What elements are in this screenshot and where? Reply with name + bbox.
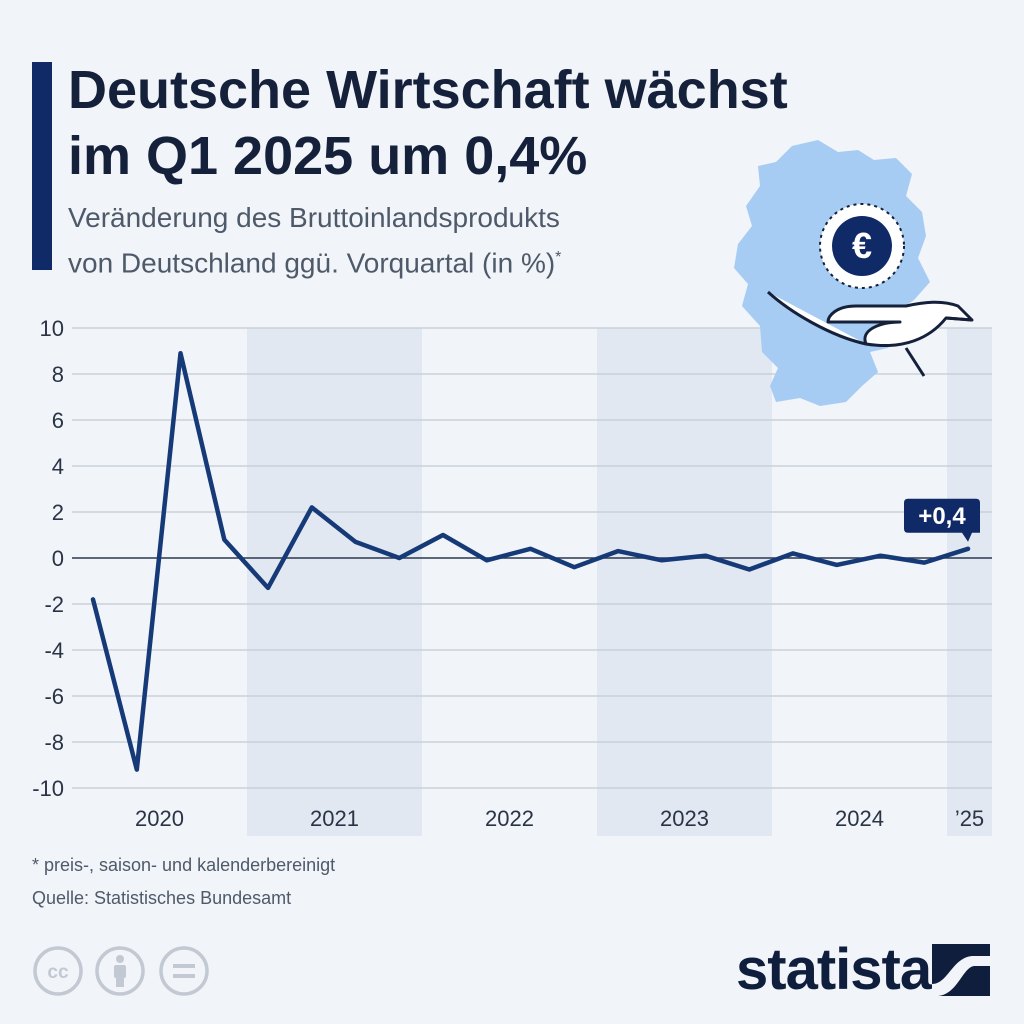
y-tick-label: 2 [52, 500, 64, 525]
license-icons: cc [33, 946, 209, 996]
y-tick-label: -4 [44, 638, 64, 663]
title-line-2: im Q1 2025 um 0,4% [68, 126, 588, 186]
year-shading [247, 328, 992, 836]
y-tick-label: -10 [32, 776, 64, 801]
y-tick-label: 10 [40, 316, 64, 341]
y-axis-ticks: 10 8 6 4 2 0 -2 -4 -6 -8 -10 [32, 316, 64, 801]
subtitle-line-1: Veränderung des Bruttoinlandsprodukts [68, 202, 560, 233]
x-tick-label: 2020 [135, 806, 184, 831]
y-tick-label: -6 [44, 684, 64, 709]
last-value-callout: +0,4 [904, 498, 980, 542]
year-band-shade [597, 328, 772, 836]
year-band-shade [247, 328, 422, 836]
x-axis-year-labels: 2020 2021 2022 2023 2024 ’25 [135, 806, 984, 831]
callout-label: +0,4 [918, 503, 966, 530]
statista-mark-icon [932, 944, 990, 996]
title-accent-bar [32, 62, 52, 270]
nd-icon[interactable] [159, 946, 209, 996]
y-tick-label: 8 [52, 362, 64, 387]
svg-text:cc: cc [47, 962, 69, 983]
x-tick-label: 2023 [660, 806, 709, 831]
euro-coin-icon: € [819, 203, 905, 289]
gdp-series-line [90, 351, 971, 772]
footnote: * preis-, saison- und kalenderbereinigt [32, 855, 336, 875]
subtitle-line-2: von Deutschland ggü. Vorquartal (in %)* [68, 240, 561, 281]
cc-icon[interactable]: cc [33, 946, 83, 996]
y-tick-label: 6 [52, 408, 64, 433]
gridlines [72, 327, 992, 789]
statista-logo[interactable]: statista [736, 940, 996, 1000]
y-tick-label: -2 [44, 592, 64, 617]
callout-box [904, 498, 980, 542]
brand-wordmark: statista [736, 937, 932, 1002]
title-line-1: Deutsche Wirtschaft wächst [68, 60, 788, 120]
y-tick-label: -8 [44, 730, 64, 755]
euro-symbol: € [852, 225, 872, 266]
open-hand-icon [766, 290, 974, 377]
by-icon[interactable] [95, 946, 145, 996]
source-note: Quelle: Statistisches Bundesamt [32, 888, 292, 908]
x-tick-label: 2024 [835, 806, 884, 831]
subtitle-line-2-text: von Deutschland ggü. Vorquartal (in %) [68, 247, 556, 279]
year-band-shade [947, 328, 992, 836]
illustration: € [734, 140, 974, 406]
x-tick-label: 2021 [310, 806, 359, 831]
y-tick-label: 0 [52, 546, 64, 571]
subtitle-footnote-marker: * [555, 249, 562, 266]
x-tick-label: ’25 [955, 806, 984, 831]
x-tick-label: 2022 [485, 806, 534, 831]
y-tick-label: 4 [52, 454, 64, 479]
